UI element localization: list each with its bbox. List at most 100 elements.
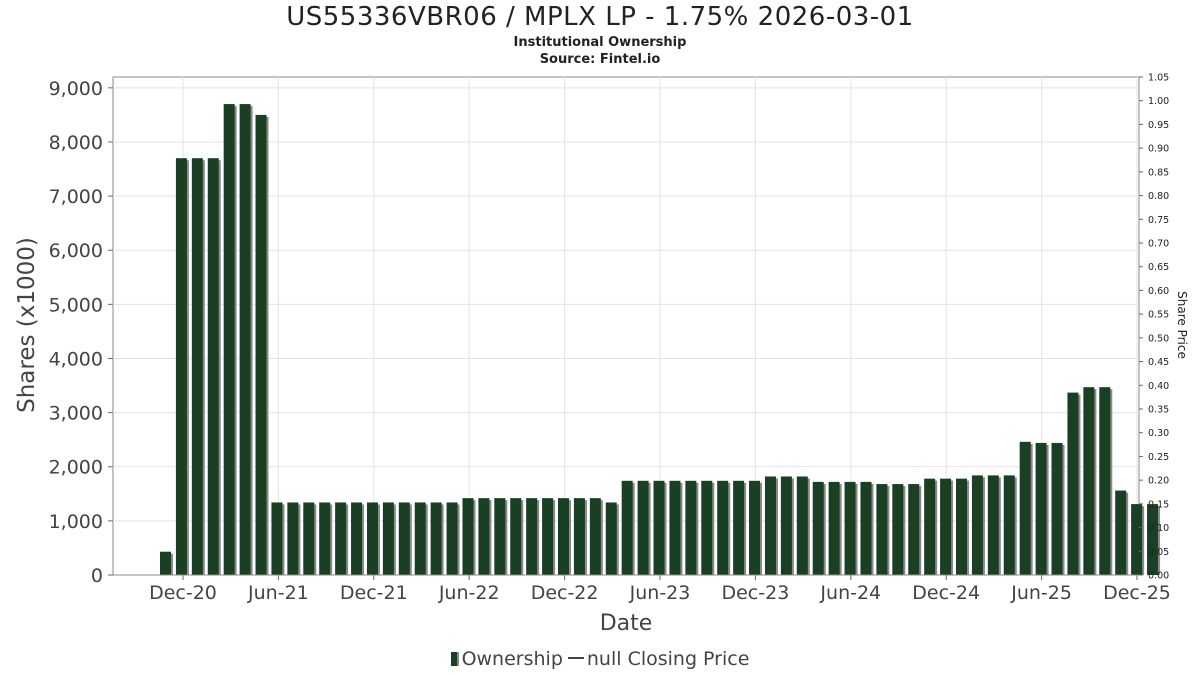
x-tick-label: Dec-20 [149,582,217,604]
bar [303,502,315,575]
y-tick-label: 2,000 [49,457,103,479]
bar [287,502,299,575]
y-axis-label: Shares (x1000) [14,237,40,413]
y-tick-label: 9,000 [49,78,103,100]
y-tick-label: 3,000 [49,403,103,425]
y-tick-label: 5,000 [49,294,103,316]
bar-series [160,104,1161,576]
bar [319,502,331,575]
y-tick-label: 7,000 [49,186,103,208]
bar [892,484,904,575]
y2-tick-label: 0.75 [1148,215,1169,226]
bar [844,481,856,575]
bar [828,481,840,575]
y2-tick-label: 0.65 [1148,262,1169,273]
bar [621,480,633,575]
bar [526,498,538,575]
bar [812,481,824,575]
axes: 0 1,000 2,000 3,000 4,000 5,000 6,000 7,000 8,00… [49,73,1171,605]
y2-tick-label: 0.60 [1148,286,1169,297]
bar [749,480,761,575]
y2-tick-label: 0.85 [1148,167,1169,178]
x-tick-label: Jun-21 [247,582,309,604]
bar [239,104,251,575]
legend: Ownership null Closing Price [0,648,1200,670]
bar [653,480,665,575]
y2-tick-label: 0.55 [1148,310,1169,321]
bar [1067,392,1079,575]
y2-tick-label: 0.15 [1148,499,1169,510]
x-tick-label: Jun-23 [629,582,691,604]
bar [1035,442,1047,575]
legend-swatch-price [567,657,584,659]
y2-tick-label: 0.50 [1148,333,1169,344]
bar [908,484,920,575]
bar [669,480,681,575]
bar [478,498,490,575]
chart-title: US55336VBR06 / MPLX LP - 1.75% 2026-03-0… [286,2,914,32]
bar [542,498,554,575]
bar [733,480,745,575]
bar [398,502,410,575]
bar [382,502,394,575]
y2-tick-label: 0.40 [1148,381,1169,392]
x-tick-label: Dec-23 [721,582,789,604]
bar [510,498,522,575]
bar [1019,441,1031,575]
bar [685,480,697,575]
y2-tick-label: 0.95 [1148,120,1169,131]
y2-tick-label: 0.80 [1148,191,1169,202]
bar [494,498,506,575]
y2-tick-label: 0.90 [1148,144,1169,155]
bar [191,158,203,575]
x-tick-label: Dec-24 [912,582,980,604]
bar [1099,387,1111,575]
x-tick-label: Jun-22 [438,582,500,604]
bar [335,502,347,575]
bar [1051,442,1063,575]
bar [462,498,474,575]
bar [351,502,363,575]
x-tick-label: Jun-24 [819,582,881,604]
bar [160,551,171,575]
bar [956,478,967,575]
bar [764,476,776,575]
bar [271,502,283,575]
bar [366,502,378,575]
x-tick-label: Dec-21 [340,582,408,604]
bar [701,480,713,575]
bar [175,158,187,575]
y2-tick-label: 1.05 [1148,73,1169,84]
bar [637,480,649,575]
x-tick-label: Dec-25 [1103,582,1171,604]
bar [255,114,267,576]
bar [1147,504,1159,575]
chart-source: Source: Fintel.io [539,52,661,67]
bar [223,104,235,575]
bar [446,502,458,575]
bar [1131,504,1143,575]
bar [1083,387,1095,575]
legend-label-ownership: Ownership [461,648,563,670]
x-tick-label: Jun-25 [1010,582,1072,604]
legend-swatch-ownership [450,652,459,666]
x-tick-label: Dec-22 [531,582,599,604]
bar [573,498,585,575]
y2-tick-label: 0.70 [1148,239,1169,250]
bar [1115,490,1127,575]
bar [796,476,808,575]
y2-tick-label: 0.45 [1148,357,1169,368]
bar [589,498,601,575]
bar [558,498,569,575]
y-tick-label: 6,000 [49,240,103,262]
chart-subtitle: Institutional Ownership [513,35,687,50]
bar [605,502,617,575]
bar [207,158,219,575]
bar [414,502,426,575]
y-tick-label: 8,000 [49,132,103,154]
bar [780,476,792,575]
bar [1003,475,1015,575]
y-tick-label: 4,000 [49,348,103,370]
y2-tick-label: 0.35 [1148,405,1169,416]
